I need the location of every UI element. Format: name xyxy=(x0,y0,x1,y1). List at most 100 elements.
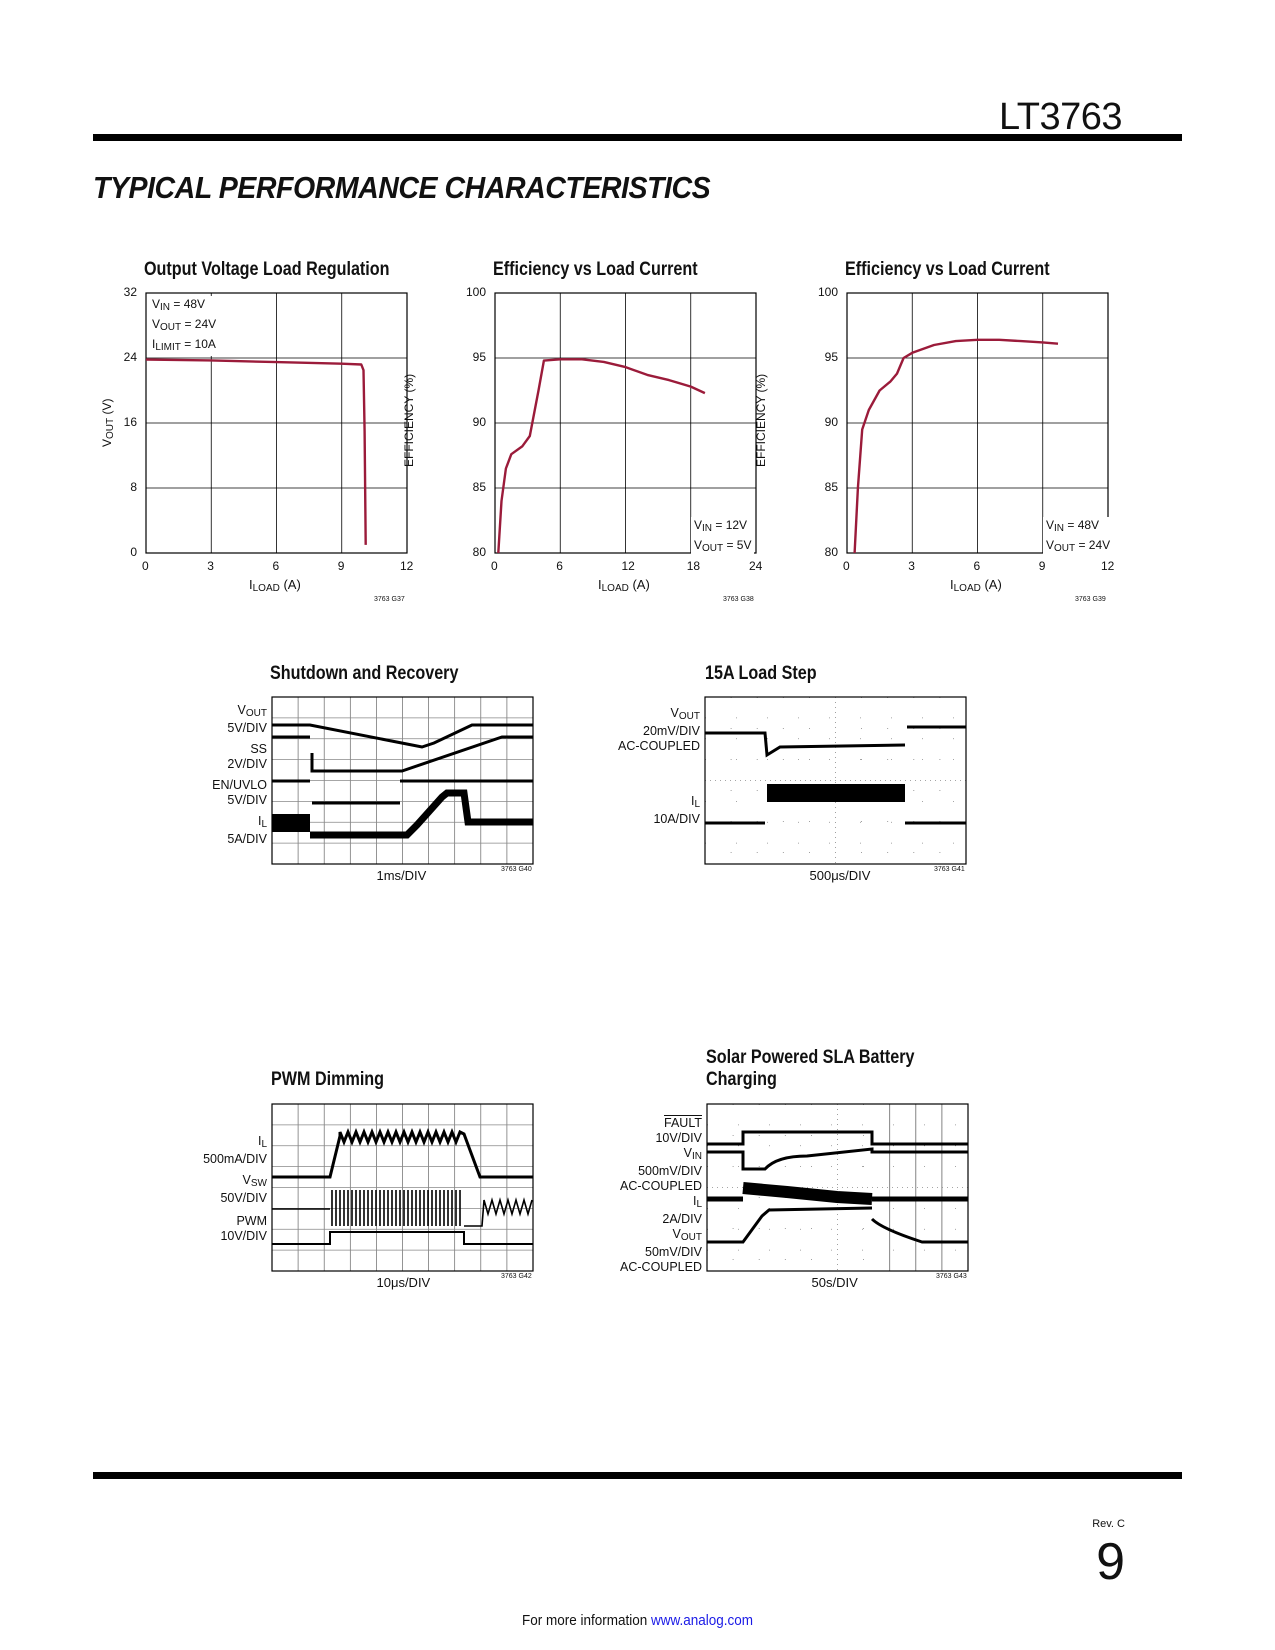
part-number: LT3763 xyxy=(998,96,1123,138)
y-tick-label: 85 xyxy=(472,480,486,494)
channel-label: 2V/DIV xyxy=(227,757,267,771)
x-tick-label: 6 xyxy=(272,559,280,573)
timebase-label: 10μs/DIV xyxy=(376,1275,431,1290)
x-axis-label-rest: (A) xyxy=(980,577,1002,592)
annotation-main: V xyxy=(694,518,703,532)
channel-label: AC-COUPLED xyxy=(618,739,700,753)
x-axis-label-rest: (A) xyxy=(279,577,301,592)
annotation-sub: IN xyxy=(702,523,713,534)
y-tick-label: 32 xyxy=(123,285,137,299)
scope-title: PWM Dimming xyxy=(271,1069,385,1090)
channel-labels: FAULT 10V/DIV VIN 500mV/DIV AC-COUPLED IL 2A/D… xyxy=(620,1116,702,1275)
scope-screen xyxy=(706,1103,969,1272)
y-tick-label: 16 xyxy=(123,415,137,429)
annotation-line: VIN = 12V xyxy=(694,517,751,537)
annotation-main: I xyxy=(152,337,156,351)
scope-title: 15A Load Step xyxy=(705,663,817,684)
footer-rule xyxy=(93,1472,1182,1479)
annotation-line: VIN = 48V xyxy=(1046,517,1110,537)
channel-label: VSW xyxy=(242,1173,267,1189)
y-tick-label: 24 xyxy=(123,350,137,364)
header-rule xyxy=(93,134,1182,141)
channel-label: IL xyxy=(692,1194,702,1210)
annotation-box: VIN = 48V VOUT = 24V xyxy=(1043,517,1114,557)
channel-label: FAULT xyxy=(664,1116,702,1130)
y-tick-label: 90 xyxy=(472,415,486,429)
figure-code: 3763 G39 xyxy=(1075,596,1106,603)
channel-label: VOUT xyxy=(670,706,700,722)
footer-text: For more information www.analog.com xyxy=(64,1612,1212,1629)
chart-title: Efficiency vs Load Current xyxy=(493,259,698,280)
channel-label: VOUT xyxy=(237,703,267,719)
annotation-rest: = 10A xyxy=(180,337,216,351)
y-tick-label: 8 xyxy=(130,480,137,494)
annotation-rest: = 5V xyxy=(723,538,752,552)
x-axis-label-main: I xyxy=(598,577,602,592)
footer-label: For more information xyxy=(521,1612,651,1629)
x-axis-label-rest: (A) xyxy=(628,577,650,592)
chart-title: Output Voltage Load Regulation xyxy=(144,259,390,280)
scope-frame xyxy=(706,1103,969,1272)
x-tick-label: 12 xyxy=(400,559,414,573)
channel-label: 5A/DIV xyxy=(227,832,267,846)
x-tick-label: 3 xyxy=(908,559,915,573)
x-tick-label: 6 xyxy=(973,559,981,573)
channel-labels: VOUT 20mV/DIV AC-COUPLED IL 10A/DIV xyxy=(618,706,700,827)
x-tick-label: 12 xyxy=(621,559,635,573)
trace-il xyxy=(310,789,533,839)
y-axis-label: EFFICIENCY (%) xyxy=(402,373,416,467)
scope-title: Shutdown and Recovery xyxy=(270,663,459,684)
figure-code: 3763 G42 xyxy=(501,1273,532,1280)
annotation-sub: OUT xyxy=(1054,543,1076,554)
channel-label: VOUT xyxy=(672,1227,702,1243)
scope-screen xyxy=(704,696,967,865)
trace-pwm xyxy=(272,1231,533,1245)
scope-screen xyxy=(271,696,534,865)
trace-vsw xyxy=(272,1190,533,1227)
plot-frame xyxy=(494,292,757,554)
y-tick-label: 0 xyxy=(130,545,137,559)
trace-fault xyxy=(707,1130,968,1146)
channel-label: 500mA/DIV xyxy=(203,1152,267,1166)
channel-label: 50mV/DIV xyxy=(645,1245,702,1259)
channel-label: 10V/DIV xyxy=(655,1131,702,1145)
website-link[interactable]: www.analog.com xyxy=(651,1612,754,1629)
annotation-rest: = 24V xyxy=(1075,538,1111,552)
figure-code: 3763 G43 xyxy=(936,1273,967,1280)
x-axis-label-sub: LOAD xyxy=(252,583,280,594)
channel-label: 500mV/DIV xyxy=(638,1164,702,1178)
x-tick-label: 24 xyxy=(749,559,763,573)
annotation-rest: = 12V xyxy=(712,518,748,532)
x-tick-label: 0 xyxy=(142,559,149,573)
channel-label: 10V/DIV xyxy=(220,1229,267,1243)
trace-vin xyxy=(707,1147,968,1171)
x-tick-label: 0 xyxy=(491,559,498,573)
y-axis-label: EFFICIENCY (%) xyxy=(754,373,768,467)
annotation-sub: IN xyxy=(1054,523,1065,534)
annotation-rest: = 48V xyxy=(1064,518,1100,532)
annotation-main: V xyxy=(694,538,703,552)
channel-label: 5V/DIV xyxy=(227,721,267,735)
y-tick-label: 80 xyxy=(824,545,838,559)
annotation-sub: LIMIT xyxy=(155,342,181,353)
figure-code: 3763 G41 xyxy=(934,866,965,873)
chart-title: Efficiency vs Load Current xyxy=(845,259,1050,280)
channel-labels: VOUT 5V/DIV SS 2V/DIV EN/UVLO 5V/DIV IL 5A/DIV xyxy=(212,703,267,847)
trace-vout xyxy=(272,723,533,749)
channel-label: 2A/DIV xyxy=(662,1212,702,1226)
y-tick-label: 90 xyxy=(824,415,838,429)
channel-label: AC-COUPLED xyxy=(620,1179,702,1193)
channel-label: SS xyxy=(250,742,267,756)
x-tick-label: 18 xyxy=(686,559,701,573)
y-tick-label: 85 xyxy=(824,480,838,494)
scope-screen xyxy=(271,1103,534,1272)
data-series-line xyxy=(145,358,367,545)
revision: Rev. C xyxy=(1092,1518,1125,1530)
channel-label: 5V/DIV xyxy=(227,793,267,807)
annotation-rest: = 24V xyxy=(181,317,217,331)
annotation-main: V xyxy=(152,297,161,311)
y-tick-label: 100 xyxy=(817,285,838,299)
annotation-rest: = 48V xyxy=(170,297,206,311)
annotation-box: VIN = 48V VOUT = 24V ILIMIT = 10A xyxy=(149,296,220,356)
